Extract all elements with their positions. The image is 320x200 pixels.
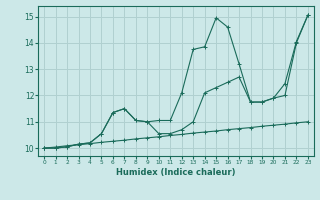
X-axis label: Humidex (Indice chaleur): Humidex (Indice chaleur) — [116, 168, 236, 177]
